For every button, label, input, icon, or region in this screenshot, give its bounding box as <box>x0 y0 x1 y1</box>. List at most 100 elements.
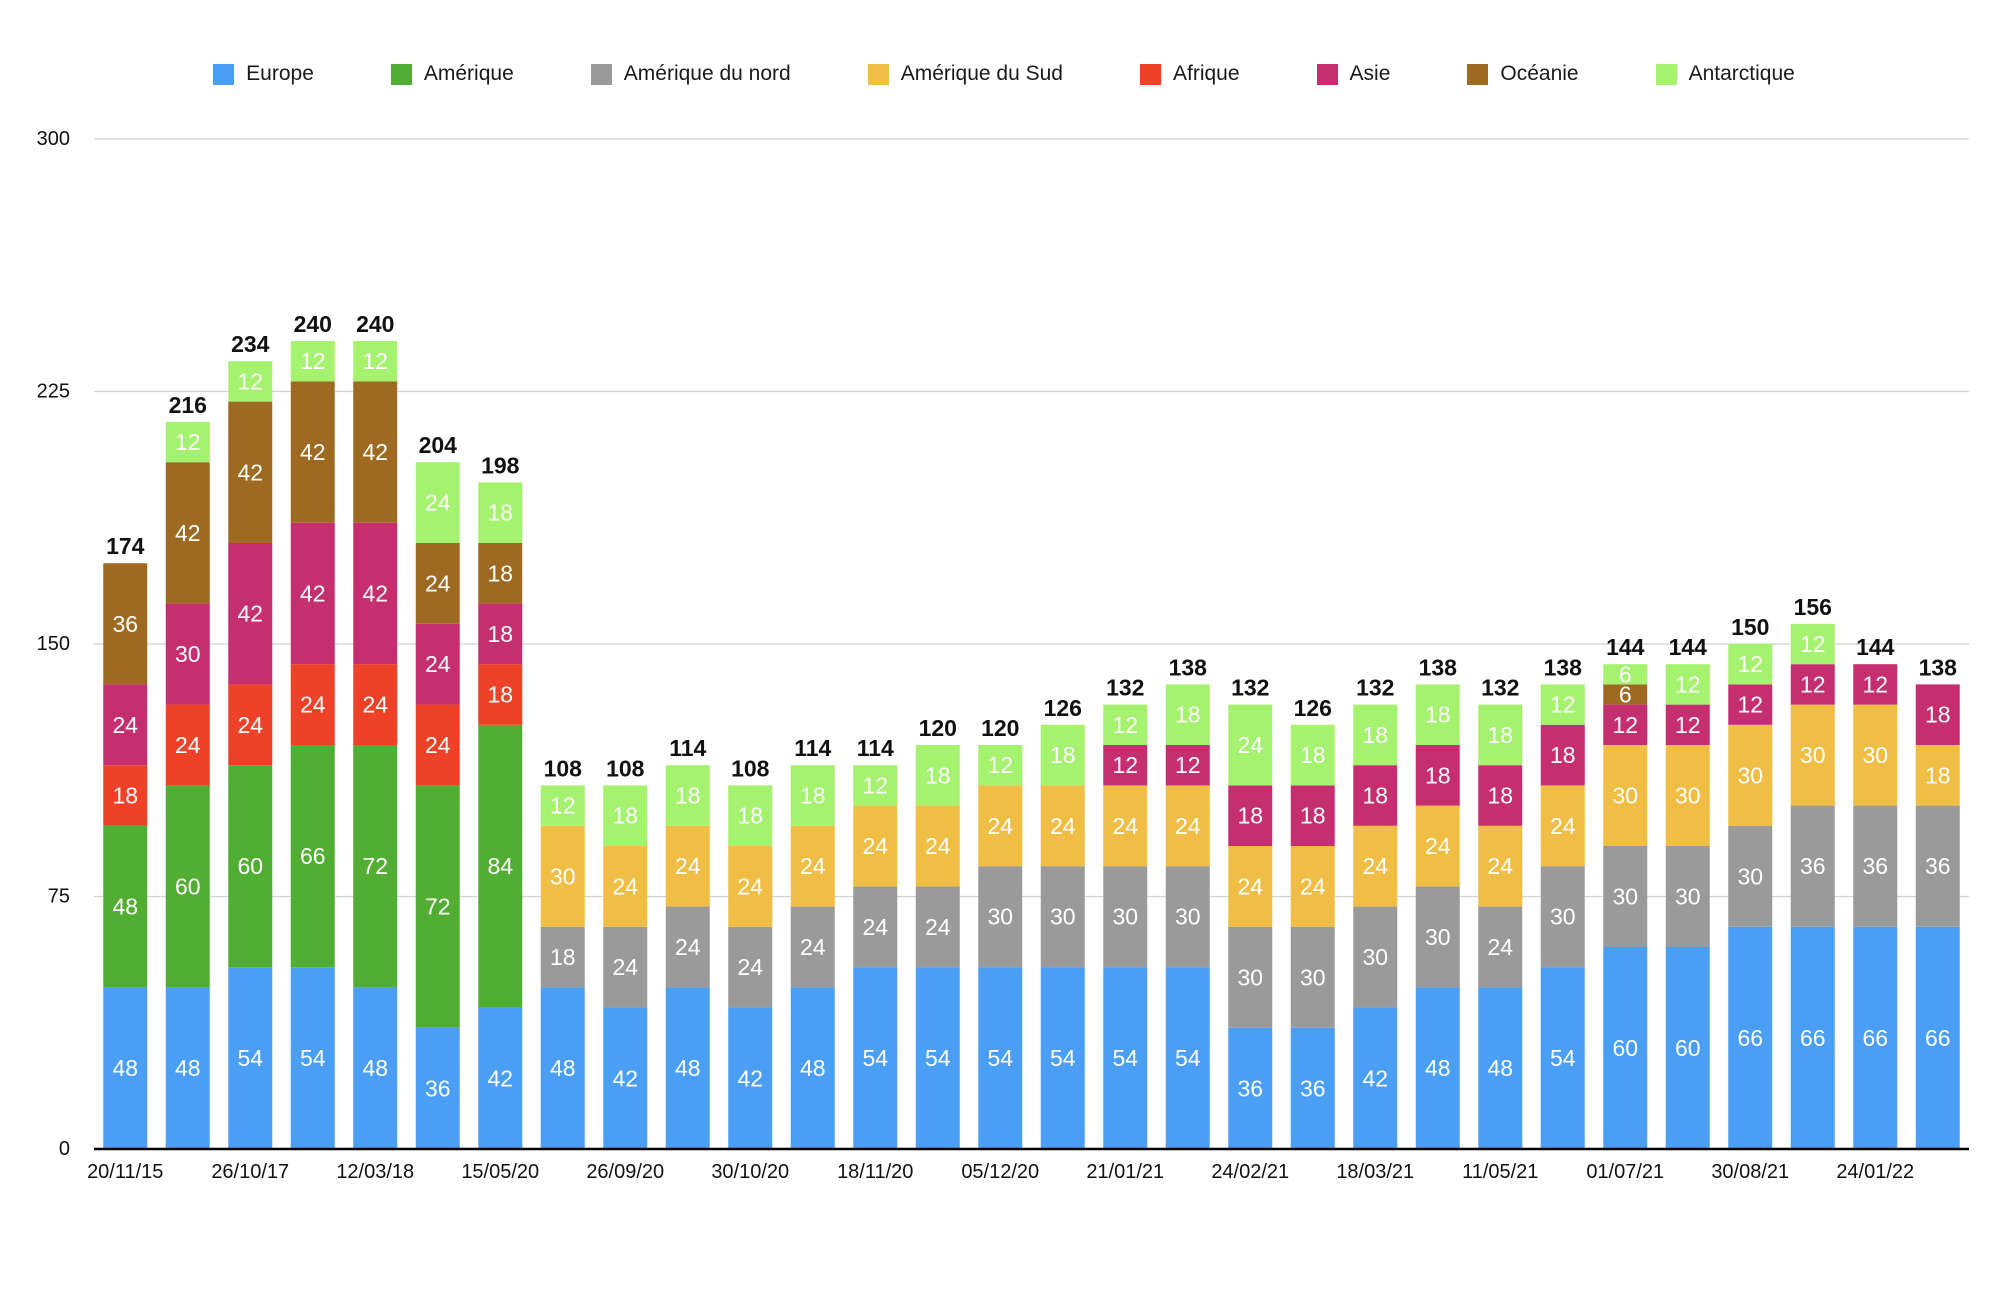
bar-segment-afrique <box>228 684 273 766</box>
segment-value-label: 42 <box>362 581 388 607</box>
bar-segment-europe <box>915 967 960 1149</box>
bar-segment-antarctique <box>1353 704 1398 766</box>
legend-swatch-amerique <box>390 63 412 85</box>
x-tick-label: 26/10/17 <box>211 1161 289 1183</box>
x-tick-label: 11/05/21 <box>1462 1161 1538 1183</box>
bar-total-label: 144 <box>1606 634 1645 660</box>
segment-value-label: 18 <box>800 783 826 809</box>
bar-segment-asie <box>1103 745 1148 786</box>
bar-segment-asie <box>353 522 398 665</box>
bar-segment-oceanie <box>228 401 273 543</box>
bar-total-label: 138 <box>1544 654 1583 680</box>
bar-segment-antarctique <box>1165 684 1210 745</box>
legend-swatch-antarctique <box>1655 63 1677 85</box>
segment-value-label: 18 <box>1362 722 1388 748</box>
bar-segment-antarctique <box>228 361 273 402</box>
bar-segment-amerique-du-nord <box>1540 866 1585 968</box>
bar-segment-asie <box>1228 785 1273 846</box>
bar-segment-europe <box>603 1007 648 1149</box>
segment-value-label: 36 <box>1925 853 1951 879</box>
segment-value-label: 36 <box>112 611 138 637</box>
legend-item-afrique: Afrique <box>1139 63 1240 85</box>
bar-segment-oceanie <box>415 543 460 624</box>
x-tick-label: 18/03/21 <box>1336 1161 1414 1183</box>
bar-segment-antarctique <box>1228 704 1273 786</box>
bar-segment-europe <box>353 987 398 1149</box>
segment-value-label: 12 <box>1862 671 1888 697</box>
bar-segment-europe <box>1290 1027 1335 1149</box>
legend-item-europe: Europe <box>213 63 314 85</box>
bar-segment-antarctique <box>1790 623 1835 665</box>
bar-segment-asie <box>1353 765 1398 826</box>
bar-segment-europe <box>1853 926 1898 1149</box>
segment-value-label: 18 <box>1300 742 1326 768</box>
segment-value-label: 24 <box>862 833 888 859</box>
bar-segment-antarctique <box>915 745 960 806</box>
segment-value-label: 12 <box>987 752 1013 778</box>
segment-value-label: 36 <box>1237 1075 1263 1101</box>
bar-segment-asie <box>415 623 460 705</box>
segment-value-label: 60 <box>1612 1035 1638 1061</box>
chart-legend: Europe Amérique Amérique du nord Amériqu… <box>0 63 2008 85</box>
segment-value-label: 72 <box>362 853 388 879</box>
segment-value-label: 30 <box>1362 944 1388 970</box>
bar-segment-amerique-du-sud <box>1665 745 1710 846</box>
bar-total-label: 108 <box>731 755 770 781</box>
segment-value-label: 18 <box>550 944 576 970</box>
segment-value-label: 18 <box>487 560 513 586</box>
segment-value-label: 48 <box>550 1055 576 1081</box>
segment-value-label: 24 <box>925 914 951 940</box>
segment-value-label: 12 <box>362 348 388 374</box>
bar-total-label: 108 <box>544 755 583 781</box>
bar-total-label: 240 <box>294 311 332 337</box>
bar-segment-amerique-du-sud <box>915 805 960 887</box>
segment-value-label: 54 <box>987 1045 1013 1071</box>
bar-segment-antarctique <box>540 785 585 826</box>
bar-segment-afrique <box>415 704 460 786</box>
bar-total-label: 114 <box>857 735 894 761</box>
bar-segment-europe <box>1415 987 1460 1149</box>
x-tick-label: 15/05/20 <box>461 1161 539 1183</box>
x-tick-label: 26/09/20 <box>586 1161 664 1183</box>
bar-segment-afrique <box>353 664 398 745</box>
segment-value-label: 42 <box>175 520 201 546</box>
segment-value-label: 24 <box>237 712 263 738</box>
segment-value-label: 66 <box>1737 1025 1763 1051</box>
segment-value-label: 12 <box>1800 631 1826 657</box>
segment-value-label: 18 <box>1300 803 1326 829</box>
bar-segment-antarctique <box>353 341 398 382</box>
segment-value-label: 42 <box>237 601 263 627</box>
x-tick-label: 01/07/21 <box>1586 1161 1664 1183</box>
bar-total-label: 216 <box>169 392 207 418</box>
segment-value-label: 18 <box>612 803 638 829</box>
bar-total-label: 108 <box>606 755 645 781</box>
segment-value-label: 24 <box>300 692 326 718</box>
segment-value-label: 24 <box>1237 732 1263 758</box>
bar-segment-asie <box>1478 765 1523 826</box>
bar-segment-europe <box>415 1027 460 1149</box>
bar-segment-oceanie <box>353 381 398 523</box>
bar-segment-afrique <box>478 664 523 725</box>
x-axis: 20/11/15 26/10/17 12/03/18 15/05/20 26/09/20… <box>87 1147 1969 1183</box>
bar-segment-amerique-du-sud <box>978 785 1023 867</box>
segment-value-label: 12 <box>237 368 263 394</box>
bar-segment-asie <box>478 603 523 665</box>
legend-label-amerique-du-nord: Amérique du nord <box>623 62 791 85</box>
bar-total-label: 126 <box>1294 695 1332 721</box>
bars <box>103 341 1960 1149</box>
legend-swatch-asie <box>1316 63 1338 85</box>
segment-value-label: 42 <box>362 439 388 465</box>
bar-total-label: 114 <box>794 735 831 761</box>
segment-value-label: 18 <box>1550 742 1576 768</box>
legend-label-antarctique: Antarctique <box>1688 62 1795 85</box>
segment-value-label: 18 <box>1362 783 1388 809</box>
x-tick-label: 18/11/20 <box>837 1161 913 1183</box>
bar-segment-amerique-du-nord <box>1353 906 1398 1008</box>
bar-total-label: 204 <box>419 432 458 458</box>
y-tick-label: 300 <box>37 128 70 150</box>
y-tick-label: 0 <box>59 1138 70 1160</box>
bar-segment-europe <box>1478 987 1523 1149</box>
bar-segment-amerique-du-nord <box>1728 825 1773 927</box>
bar-segment-antarctique <box>415 462 460 543</box>
